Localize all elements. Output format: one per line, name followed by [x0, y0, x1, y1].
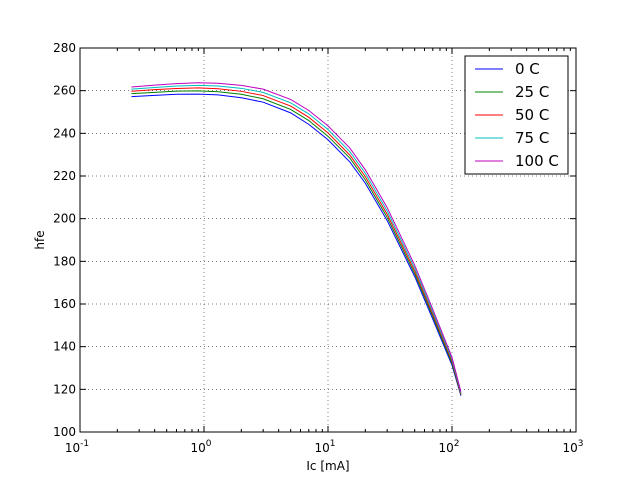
series-line — [131, 82, 462, 392]
series-lines — [131, 82, 462, 396]
x-tick-label: 102 — [438, 439, 459, 455]
legend-box — [464, 55, 569, 175]
x-tick-exponent: 1 — [330, 439, 336, 449]
y-axis-label: hfe — [33, 230, 47, 249]
legend-label: 25 C — [515, 83, 549, 101]
y-tick-label: 160 — [53, 297, 76, 311]
y-tick-label: 100 — [53, 425, 76, 439]
x-tick-label: 101 — [314, 439, 335, 455]
y-tick-label: 120 — [53, 382, 76, 396]
series-line — [131, 84, 462, 393]
y-tick-label: 260 — [53, 84, 76, 98]
x-tick-base: 10 — [65, 441, 80, 455]
axis-ticks: 10-1 100 101 102 103100120140160180200220240… — [53, 41, 583, 455]
series-line — [131, 87, 462, 394]
y-tick-label: 240 — [53, 126, 76, 140]
series-line — [131, 93, 462, 396]
x-tick-exponent: 0 — [206, 439, 212, 449]
x-tick-label: 103 — [562, 439, 583, 455]
legend-label: 0 C — [515, 60, 540, 78]
x-tick-exponent: 3 — [578, 439, 584, 449]
x-tick-exponent: -1 — [80, 439, 89, 449]
legend: 0 C 25 C 50 C 75 C 100 C — [464, 55, 569, 175]
x-tick-base: 10 — [314, 441, 329, 455]
x-tick-label: 10-1 — [65, 439, 89, 455]
y-tick-label: 200 — [53, 212, 76, 226]
x-tick-base: 10 — [438, 441, 453, 455]
x-tick-label: 100 — [190, 439, 211, 455]
legend-label: 50 C — [515, 106, 549, 124]
x-tick-exponent: 2 — [454, 439, 460, 449]
x-axis-label: Ic [mA] — [306, 459, 349, 473]
y-tick-label: 280 — [53, 41, 76, 55]
series-line — [131, 90, 462, 396]
y-tick-label: 180 — [53, 254, 76, 268]
legend-label: 75 C — [515, 129, 549, 147]
legend-label: 100 C — [515, 152, 559, 170]
x-tick-base: 10 — [562, 441, 577, 455]
y-tick-label: 220 — [53, 169, 76, 183]
y-tick-label: 140 — [53, 340, 76, 354]
x-tick-base: 10 — [190, 441, 205, 455]
